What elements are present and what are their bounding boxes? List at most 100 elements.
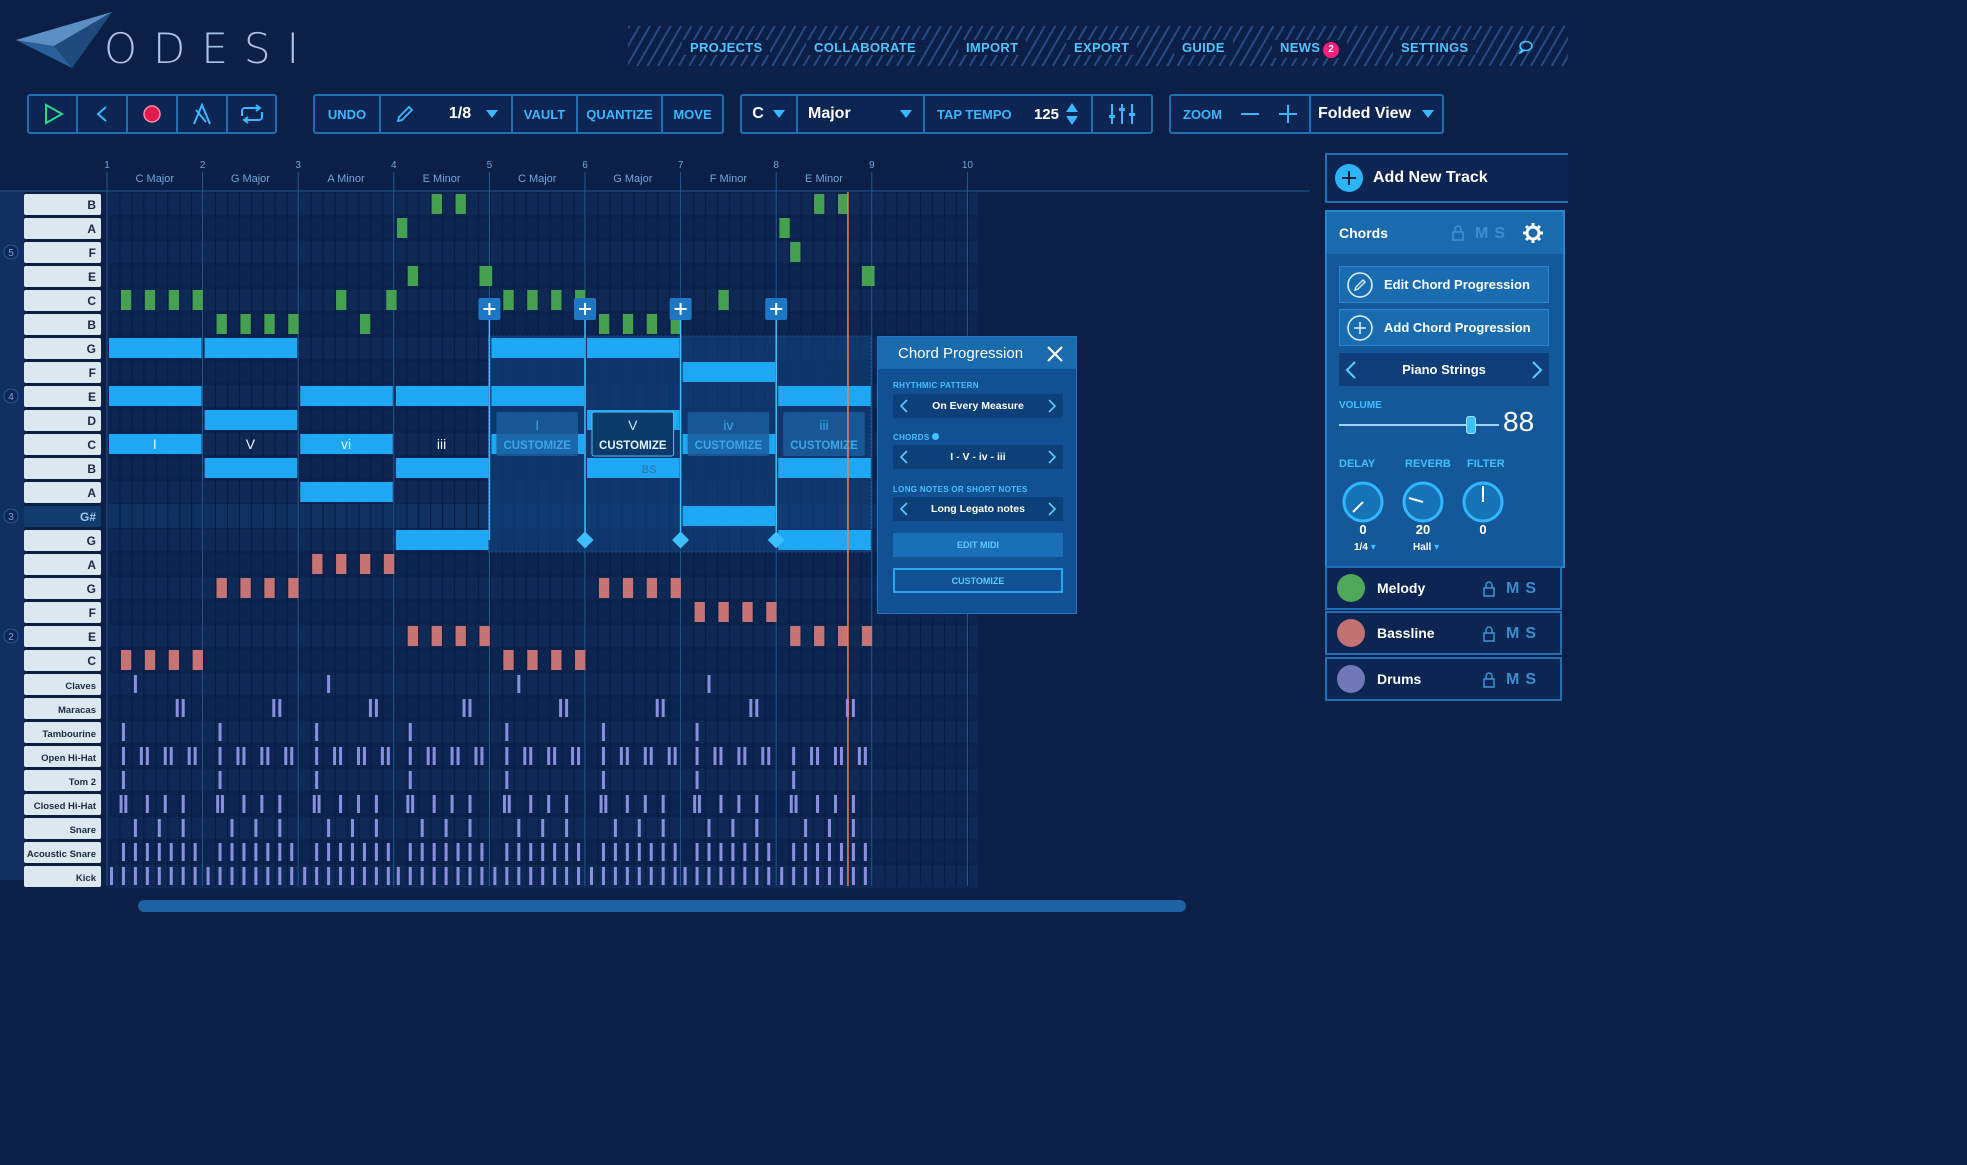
piano-key[interactable] bbox=[24, 194, 101, 215]
chevron-left-icon[interactable] bbox=[1345, 361, 1357, 379]
chord-note[interactable] bbox=[109, 338, 202, 358]
drum-hit[interactable] bbox=[833, 747, 837, 765]
drum-hit[interactable] bbox=[737, 795, 741, 813]
drum-hit[interactable] bbox=[839, 843, 843, 861]
mute-solo-toggles[interactable]: MS bbox=[1506, 580, 1542, 597]
drum-hit[interactable] bbox=[523, 747, 527, 765]
chord-note[interactable] bbox=[682, 506, 776, 526]
chord-note[interactable] bbox=[300, 386, 393, 406]
drum-hit[interactable] bbox=[625, 795, 629, 813]
volume-slider-track[interactable] bbox=[1339, 424, 1499, 426]
bass-note[interactable] bbox=[168, 650, 180, 670]
drum-hit[interactable] bbox=[230, 819, 234, 837]
drum-hit[interactable] bbox=[468, 843, 472, 861]
drum-hit[interactable] bbox=[327, 843, 331, 861]
drum-hit[interactable] bbox=[755, 795, 759, 813]
drum-hit[interactable] bbox=[695, 723, 699, 741]
melody-note[interactable] bbox=[336, 290, 347, 310]
drum-hit[interactable] bbox=[356, 747, 360, 765]
melody-note[interactable] bbox=[407, 266, 419, 286]
melody-note[interactable] bbox=[527, 290, 538, 310]
drum-hit[interactable] bbox=[541, 843, 545, 861]
drum-hit[interactable] bbox=[236, 747, 240, 765]
chord-note[interactable] bbox=[778, 386, 871, 406]
drum-hit[interactable] bbox=[719, 795, 723, 813]
drum-hit[interactable] bbox=[529, 747, 533, 765]
drum-hit[interactable] bbox=[804, 819, 808, 837]
drum-hit[interactable] bbox=[839, 867, 843, 885]
customize-button[interactable]: CUSTOMIZE bbox=[893, 568, 1063, 593]
split-handle-diamond[interactable] bbox=[576, 531, 594, 549]
melody-note[interactable] bbox=[598, 314, 610, 334]
bass-note[interactable] bbox=[790, 626, 801, 646]
drum-hit[interactable] bbox=[242, 843, 246, 861]
chord-note[interactable] bbox=[491, 386, 584, 406]
drum-hit[interactable] bbox=[315, 843, 319, 861]
bass-note[interactable] bbox=[240, 578, 251, 598]
drum-hit[interactable] bbox=[780, 867, 784, 885]
drum-hit[interactable] bbox=[625, 867, 629, 885]
drum-hit[interactable] bbox=[242, 747, 246, 765]
chord-note[interactable] bbox=[109, 386, 202, 406]
drum-hit[interactable] bbox=[601, 771, 605, 789]
drum-hit[interactable] bbox=[792, 771, 796, 789]
drum-hit[interactable] bbox=[695, 771, 699, 789]
drum-hit[interactable] bbox=[218, 747, 222, 765]
filter-knob[interactable] bbox=[1461, 480, 1505, 524]
drum-hit[interactable] bbox=[565, 819, 569, 837]
chat-bubble-icon[interactable] bbox=[1518, 40, 1534, 54]
drum-hit[interactable] bbox=[193, 747, 197, 765]
piano-key[interactable] bbox=[24, 650, 101, 671]
piano-key[interactable] bbox=[24, 866, 101, 887]
drum-hit[interactable] bbox=[351, 867, 354, 885]
bass-note[interactable] bbox=[694, 602, 705, 622]
drum-hit[interactable] bbox=[145, 867, 149, 885]
drum-hit[interactable] bbox=[863, 867, 867, 885]
view-mode-select[interactable]: Folded View bbox=[1311, 96, 1442, 132]
piano-key[interactable] bbox=[24, 386, 101, 407]
drum-hit[interactable] bbox=[851, 819, 855, 837]
drum-hit[interactable] bbox=[351, 819, 354, 837]
bass-note[interactable] bbox=[742, 602, 753, 622]
drum-hit[interactable] bbox=[502, 795, 506, 813]
drum-hit[interactable] bbox=[839, 747, 843, 765]
drum-hit[interactable] bbox=[254, 819, 258, 837]
drum-hit[interactable] bbox=[673, 747, 677, 765]
piano-key[interactable] bbox=[24, 674, 101, 695]
drum-hit[interactable] bbox=[386, 843, 390, 861]
drum-hit[interactable] bbox=[169, 843, 173, 861]
drum-hit[interactable] bbox=[731, 867, 735, 885]
drum-hit[interactable] bbox=[133, 843, 137, 861]
bass-note[interactable] bbox=[288, 578, 299, 598]
drum-hit[interactable] bbox=[284, 747, 288, 765]
move-button[interactable]: MOVE bbox=[673, 106, 712, 122]
drum-hit[interactable] bbox=[119, 795, 123, 813]
drum-hit[interactable] bbox=[673, 867, 677, 885]
drum-hit[interactable] bbox=[517, 675, 521, 693]
piano-key[interactable] bbox=[24, 578, 101, 599]
drum-hit[interactable] bbox=[565, 699, 569, 717]
track-row-melody[interactable]: Melody MS bbox=[1325, 566, 1562, 610]
drum-hit[interactable] bbox=[737, 747, 741, 765]
chord-note[interactable] bbox=[395, 386, 489, 406]
drum-hit[interactable] bbox=[673, 843, 677, 861]
drum-hit[interactable] bbox=[755, 819, 759, 837]
melody-note[interactable] bbox=[551, 290, 562, 310]
drum-hit[interactable] bbox=[613, 843, 617, 861]
key-select[interactable]: C bbox=[742, 96, 798, 132]
drum-hit[interactable] bbox=[121, 747, 125, 765]
drum-hit[interactable] bbox=[450, 795, 454, 813]
drum-hit[interactable] bbox=[456, 843, 460, 861]
drum-hit[interactable] bbox=[719, 867, 723, 885]
drum-hit[interactable] bbox=[643, 795, 647, 813]
drum-hit[interactable] bbox=[743, 843, 747, 861]
chord-note[interactable] bbox=[395, 458, 489, 478]
drum-hit[interactable] bbox=[577, 747, 581, 765]
edit-chord-progression-button[interactable]: Edit Chord Progression bbox=[1339, 266, 1549, 303]
gear-icon[interactable] bbox=[1522, 222, 1544, 244]
melody-note[interactable] bbox=[168, 290, 180, 310]
piano-key[interactable] bbox=[24, 242, 101, 263]
bass-note[interactable] bbox=[551, 650, 562, 670]
melody-note[interactable] bbox=[479, 266, 490, 286]
drum-hit[interactable] bbox=[133, 867, 137, 885]
